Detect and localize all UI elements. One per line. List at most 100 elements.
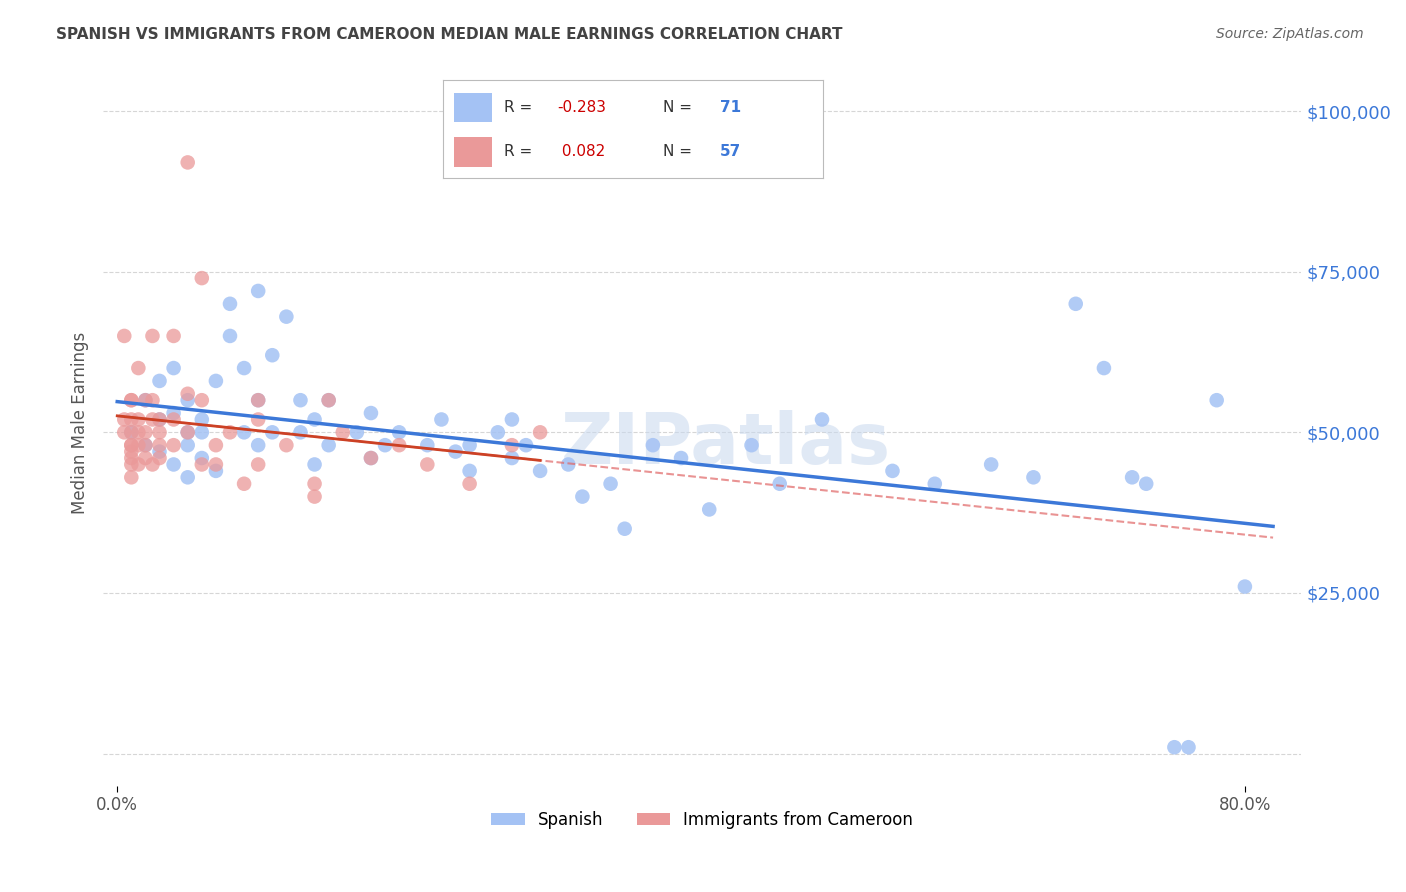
Point [191, 450, 214, 465]
Point [1205, 393, 1227, 408]
Point [1177, 740, 1199, 755]
Point [205, 458, 228, 472]
Point [134, 438, 156, 452]
Point [205, 464, 228, 478]
Point [613, 522, 636, 536]
FancyBboxPatch shape [454, 93, 492, 122]
Point [882, 464, 904, 478]
Point [141, 412, 163, 426]
Point [134, 393, 156, 408]
Point [304, 458, 326, 472]
Point [276, 310, 298, 324]
Point [120, 393, 142, 408]
Point [247, 412, 270, 426]
Point [599, 476, 621, 491]
Point [162, 329, 184, 343]
Point [127, 425, 149, 440]
Point [148, 374, 170, 388]
Point [120, 393, 142, 408]
FancyBboxPatch shape [454, 137, 492, 167]
Point [148, 438, 170, 452]
Point [262, 348, 284, 362]
Point [811, 412, 834, 426]
Text: ZIPatlas: ZIPatlas [561, 410, 891, 479]
Point [177, 425, 200, 440]
Y-axis label: Median Male Earnings: Median Male Earnings [72, 332, 89, 514]
Point [233, 425, 256, 440]
Point [304, 476, 326, 491]
Point [120, 438, 142, 452]
Point [247, 438, 270, 452]
Point [430, 412, 453, 426]
Point [162, 361, 184, 376]
Point [219, 329, 242, 343]
Point [120, 450, 142, 465]
Point [120, 458, 142, 472]
Text: Source: ZipAtlas.com: Source: ZipAtlas.com [1216, 27, 1364, 41]
Point [148, 412, 170, 426]
Point [177, 425, 200, 440]
Point [388, 438, 411, 452]
Point [980, 458, 1002, 472]
Point [1233, 580, 1256, 594]
Point [1163, 740, 1185, 755]
Point [318, 393, 340, 408]
Text: R =: R = [503, 145, 537, 160]
Point [332, 425, 354, 440]
Point [697, 502, 720, 516]
Text: N =: N = [664, 100, 697, 115]
Point [219, 425, 242, 440]
Point [515, 438, 537, 452]
Point [360, 450, 382, 465]
Point [247, 458, 270, 472]
Point [191, 425, 214, 440]
Point [191, 393, 214, 408]
Point [120, 412, 142, 426]
Point [141, 393, 163, 408]
Text: 71: 71 [720, 100, 741, 115]
Point [318, 438, 340, 452]
Text: R =: R = [503, 100, 537, 115]
Point [276, 438, 298, 452]
Point [219, 297, 242, 311]
Text: 0.082: 0.082 [557, 145, 605, 160]
Point [571, 490, 593, 504]
Point [290, 393, 312, 408]
Point [177, 470, 200, 484]
Point [233, 476, 256, 491]
Point [191, 271, 214, 285]
Point [416, 438, 439, 452]
Point [247, 393, 270, 408]
Point [247, 284, 270, 298]
Point [741, 438, 763, 452]
Point [177, 386, 200, 401]
Point [360, 450, 382, 465]
Point [177, 155, 200, 169]
Point [924, 476, 946, 491]
Point [191, 412, 214, 426]
Point [290, 425, 312, 440]
Text: N =: N = [664, 145, 697, 160]
Point [1121, 470, 1143, 484]
Point [318, 393, 340, 408]
Point [1064, 297, 1087, 311]
Point [529, 464, 551, 478]
Point [112, 412, 135, 426]
Point [205, 438, 228, 452]
Point [444, 444, 467, 458]
Point [346, 425, 368, 440]
Point [486, 425, 509, 440]
Point [177, 438, 200, 452]
Point [162, 406, 184, 420]
Point [134, 450, 156, 465]
Point [112, 425, 135, 440]
Point [127, 438, 149, 452]
Point [148, 444, 170, 458]
Point [148, 425, 170, 440]
Point [162, 438, 184, 452]
Point [127, 361, 149, 376]
Point [374, 438, 396, 452]
Point [141, 329, 163, 343]
Point [148, 450, 170, 465]
Point [458, 438, 481, 452]
